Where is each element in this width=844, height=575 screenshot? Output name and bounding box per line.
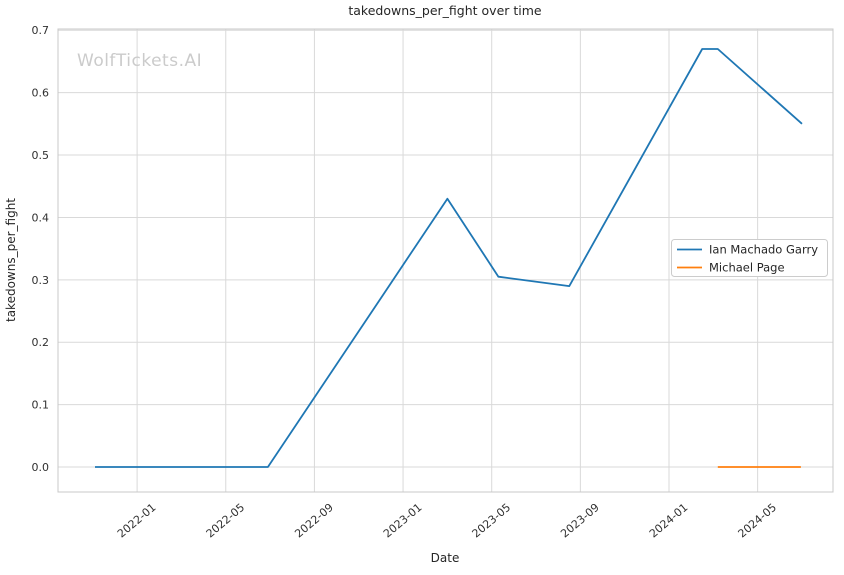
y-tick-label: 0.7	[32, 24, 50, 37]
series-line-ian-machado-garry	[95, 48, 803, 468]
y-tick-label: 0.6	[32, 87, 50, 100]
chart-title: takedowns_per_fight over time	[348, 3, 542, 18]
y-tick-label: 0.1	[32, 399, 50, 412]
x-tick-label: 2022-05	[204, 501, 248, 541]
x-tick-label: 2024-05	[736, 501, 780, 541]
y-tick-label: 0.0	[32, 461, 50, 474]
gridlines	[58, 29, 833, 492]
y-tick-label: 0.3	[32, 274, 50, 287]
plot-series	[95, 48, 803, 468]
legend: Ian Machado Garry Michael Page	[671, 239, 828, 277]
x-tick-label: 2023-01	[381, 501, 425, 541]
x-tick-label: 2022-01	[115, 501, 159, 541]
legend-label-michael-page: Michael Page	[709, 261, 785, 275]
y-tick-label: 0.5	[32, 149, 50, 162]
watermark-text: WolfTickets.AI	[77, 51, 202, 71]
y-tick-labels: 0.0 0.1 0.2 0.3 0.4 0.5 0.6 0.7	[32, 24, 50, 474]
plot-border	[57, 28, 834, 493]
legend-label-ian-machado-garry: Ian Machado Garry	[709, 243, 818, 257]
x-tick-label: 2023-09	[558, 501, 602, 541]
x-tick-label: 2022-09	[292, 501, 336, 541]
y-axis-label: takedowns_per_fight	[4, 198, 18, 322]
y-tick-label: 0.4	[32, 211, 50, 224]
x-tick-label: 2023-05	[470, 501, 514, 541]
y-tick-label: 0.2	[32, 336, 50, 349]
x-tick-label: 2024-01	[647, 501, 691, 541]
legend-box	[671, 239, 828, 277]
x-axis-label: Date	[431, 551, 460, 565]
x-tick-labels: 2022-01 2022-05 2022-09 2023-01 2023-05 2023-…	[115, 501, 779, 541]
